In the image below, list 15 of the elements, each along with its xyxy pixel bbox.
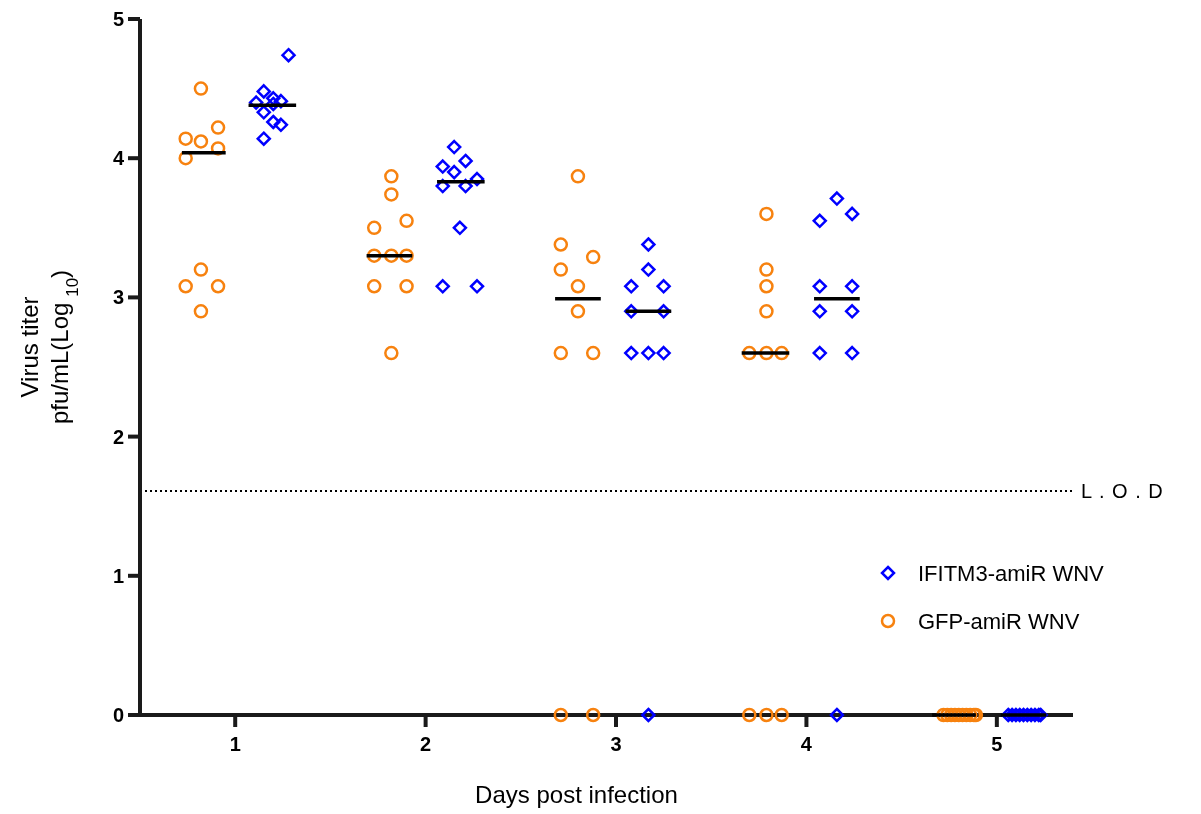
y-tick-label: 1	[112, 564, 124, 587]
ref-line-label: L . O . D	[1081, 479, 1164, 502]
x-tick-label: 2	[420, 733, 432, 755]
x-tick-label: 5	[991, 733, 1003, 755]
x-axis-title: Days post infection	[475, 781, 678, 808]
x-tick-label: 1	[229, 733, 241, 755]
y-tick-label: 0	[112, 704, 124, 726]
y-tick-label: 2	[112, 425, 124, 448]
legend-label: GFP-amiR WNV	[918, 608, 1080, 634]
y-tick-label: 5	[112, 8, 124, 30]
x-tick-label: 3	[610, 733, 622, 755]
y-tick-label: 4	[112, 147, 125, 170]
y-tick-label: 3	[112, 286, 124, 309]
x-tick-label: 4	[800, 733, 813, 755]
legend-label: IFITM3-amiR WNV	[918, 560, 1105, 586]
